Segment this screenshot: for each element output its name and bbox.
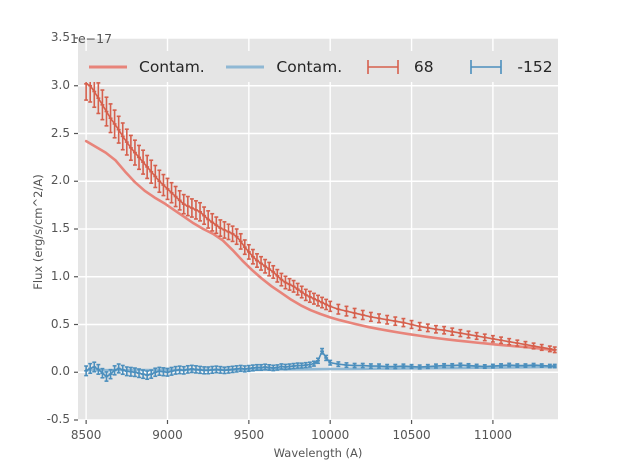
x-tick-label: 11000	[473, 428, 512, 442]
x-tick-label: 9500	[233, 428, 265, 442]
legend-entry-minus152[interactable]: -152	[459, 51, 555, 82]
legend-label-contam-blue: Contam.	[276, 57, 343, 76]
x-tick-label: 10000	[311, 428, 350, 442]
y-tick-label: 0.0	[50, 364, 70, 379]
chart-legend: Contam. Contam. 68 -152	[79, 51, 557, 82]
data-series-layer	[84, 66, 557, 382]
legend-errorbar-swatch-blue	[470, 59, 503, 74]
x-tick-label: 8500	[70, 428, 102, 442]
legend-errorbar-swatch-red	[367, 59, 399, 74]
axis-tick-marks	[74, 37, 494, 424]
legend-label-68: 68	[413, 57, 434, 76]
legend-line-swatch-red	[89, 65, 127, 68]
y-axis-offset-text: 1e−17	[70, 31, 113, 46]
legend-entry-contam-red[interactable]: Contam.	[81, 51, 218, 82]
legend-label-minus152: -152	[517, 57, 553, 76]
legend-entry-contam-blue[interactable]: Contam.	[218, 51, 355, 82]
x-tick-label: 10500	[392, 428, 431, 442]
x-axis-label: Wavelength (A)	[273, 446, 363, 460]
y-tick-label: 2.5	[50, 125, 70, 140]
x-tick-label: 9000	[152, 428, 183, 442]
y-tick-label: 1.5	[50, 221, 70, 235]
legend-entry-68[interactable]: 68	[356, 51, 460, 82]
series-contam_red	[84, 139, 557, 352]
series-spec_68	[84, 66, 557, 354]
y-tick-label: 0.5	[50, 316, 70, 331]
legend-line-swatch-blue	[226, 65, 265, 68]
y-tick-label: 3.0	[50, 77, 70, 92]
y-tick-label: 1.0	[50, 268, 70, 283]
legend-label-contam-red: Contam.	[139, 57, 205, 76]
series-spec_m152	[84, 347, 557, 382]
y-tick-label: 3.5	[50, 30, 70, 44]
y-tick-label: 2.0	[50, 173, 70, 188]
series-contam_blue	[84, 365, 557, 372]
y-tick-label: -0.5	[46, 412, 70, 426]
